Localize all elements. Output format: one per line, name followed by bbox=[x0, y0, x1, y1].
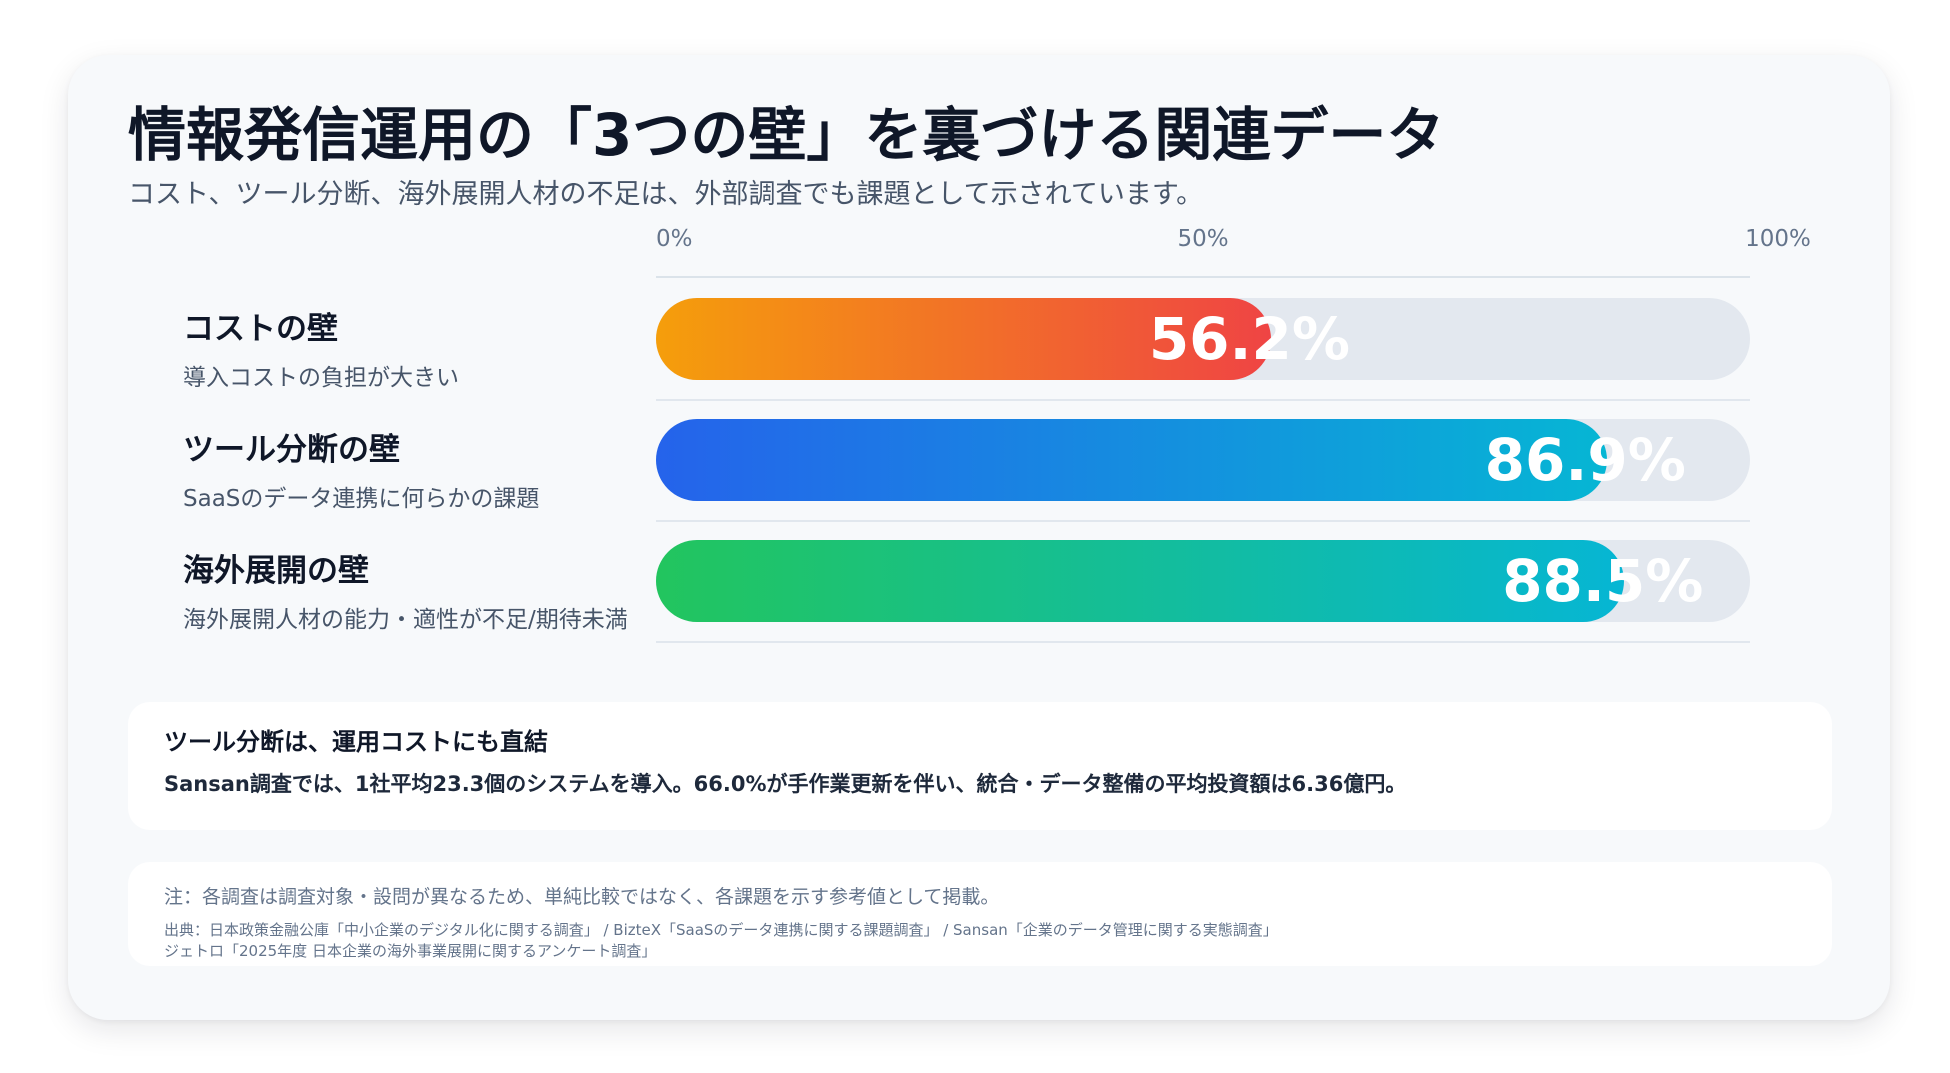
bar-track-overseas: 88.5% bbox=[656, 540, 1750, 622]
source-line-1: 出典：日本政策金融公庫「中小企業のデジタル化に関する調査」 / BizteX「S… bbox=[164, 921, 1278, 939]
row-divider bbox=[656, 399, 1750, 401]
row-divider bbox=[656, 520, 1750, 522]
bar-value-overseas: 88.5% bbox=[1502, 547, 1704, 615]
bar-label-cost: コストの壁 導入コストの負担が大きい bbox=[183, 303, 459, 392]
source-box: 注：各調査は調査対象・設問が異なるため、単純比較ではなく、各課題を示す参考値とし… bbox=[128, 862, 1832, 966]
bar-label-tools: ツール分断の壁 SaaSのデータ連携に何らかの課題 bbox=[183, 424, 539, 513]
bar-sublabel-overseas: 海外展開人材の能力・適性が不足/期待未満 bbox=[183, 607, 628, 633]
source-note: 注：各調査は調査対象・設問が異なるため、単純比較ではなく、各課題を示す参考値とし… bbox=[164, 886, 1000, 908]
insight-text: Sansan調査では、1社平均23.3個のシステムを導入。66.0%が手作業更新… bbox=[164, 772, 1407, 796]
bar-value-cost: 56.2% bbox=[1148, 305, 1351, 373]
bar-tools bbox=[656, 419, 1607, 501]
bar-track-cost: 56.2% bbox=[656, 298, 1750, 380]
x-tick-100: 100% bbox=[1745, 226, 1811, 252]
source-line-2: ジェトロ「2025年度 日本企業の海外事業展開に関するアンケート調査」 bbox=[164, 942, 657, 960]
insight-title: ツール分断は、運用コストにも直結 bbox=[164, 728, 548, 756]
insight-box: ツール分断は、運用コストにも直結 Sansan調査では、1社平均23.3個のシス… bbox=[128, 702, 1832, 830]
x-axis-line bbox=[656, 276, 1750, 278]
page-title: 情報発信運用の「3つの壁」を裏づける関連データ bbox=[128, 101, 1445, 169]
x-tick-0: 0% bbox=[656, 226, 693, 252]
x-tick-50: 50% bbox=[1177, 226, 1229, 252]
row-divider bbox=[656, 641, 1750, 643]
page-subtitle: コスト、ツール分断、海外展開人材の不足は、外部調査でも課題として示されています。 bbox=[128, 179, 1204, 210]
card-panel bbox=[68, 55, 1890, 1020]
bar-category-tools: ツール分断の壁 bbox=[183, 432, 400, 468]
bar-label-overseas: 海外展開の壁 海外展開人材の能力・適性が不足/期待未満 bbox=[183, 545, 628, 634]
bar-value-tools: 86.9% bbox=[1484, 426, 1686, 494]
bar-sublabel-cost: 導入コストの負担が大きい bbox=[183, 365, 459, 391]
bar-category-overseas: 海外展開の壁 bbox=[183, 553, 369, 589]
bar-cost bbox=[656, 298, 1271, 380]
bar-sublabel-tools: SaaSのデータ連携に何らかの課題 bbox=[183, 486, 540, 512]
bar-category-cost: コストの壁 bbox=[183, 311, 338, 347]
bar-overseas bbox=[656, 540, 1625, 622]
bar-track-tools: 86.9% bbox=[656, 419, 1750, 501]
